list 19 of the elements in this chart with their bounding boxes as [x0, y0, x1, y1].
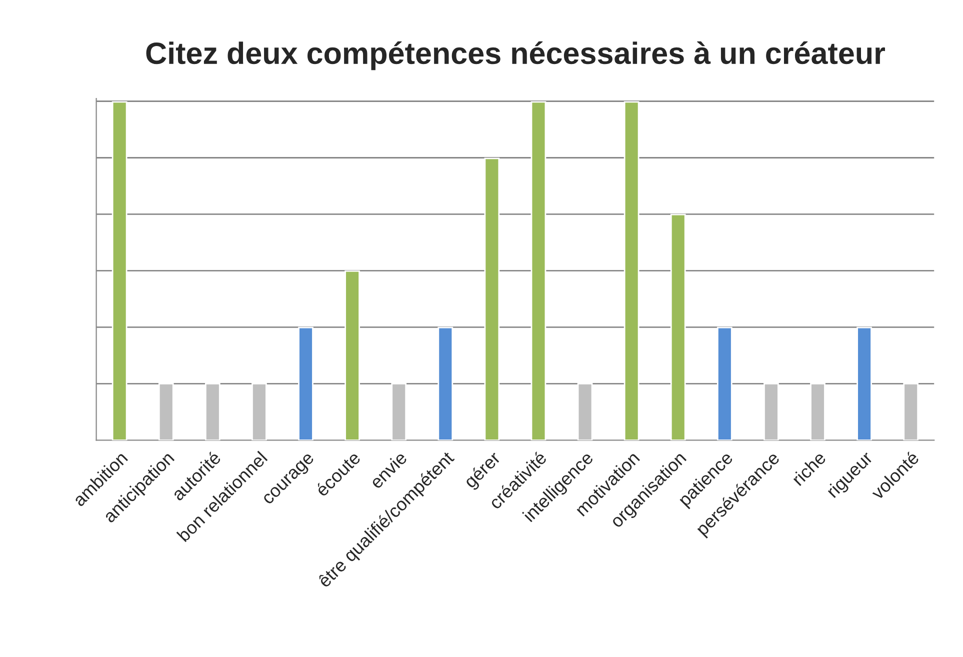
bar — [810, 383, 826, 440]
bar — [298, 326, 314, 440]
bar — [624, 101, 640, 440]
bar — [391, 383, 407, 440]
chart-title: Citez deux compétences nécessaires à un créateur — [146, 41, 886, 70]
bar — [112, 101, 128, 440]
bar — [716, 326, 732, 440]
bar — [903, 383, 919, 440]
bar — [764, 383, 779, 440]
bar — [438, 326, 454, 440]
bar — [252, 383, 267, 440]
bar — [204, 383, 220, 440]
bar — [344, 270, 360, 440]
bar — [530, 101, 546, 440]
bar — [158, 383, 174, 440]
bar — [577, 383, 593, 440]
bar — [856, 326, 872, 440]
bar — [484, 158, 500, 440]
bar — [670, 214, 686, 440]
